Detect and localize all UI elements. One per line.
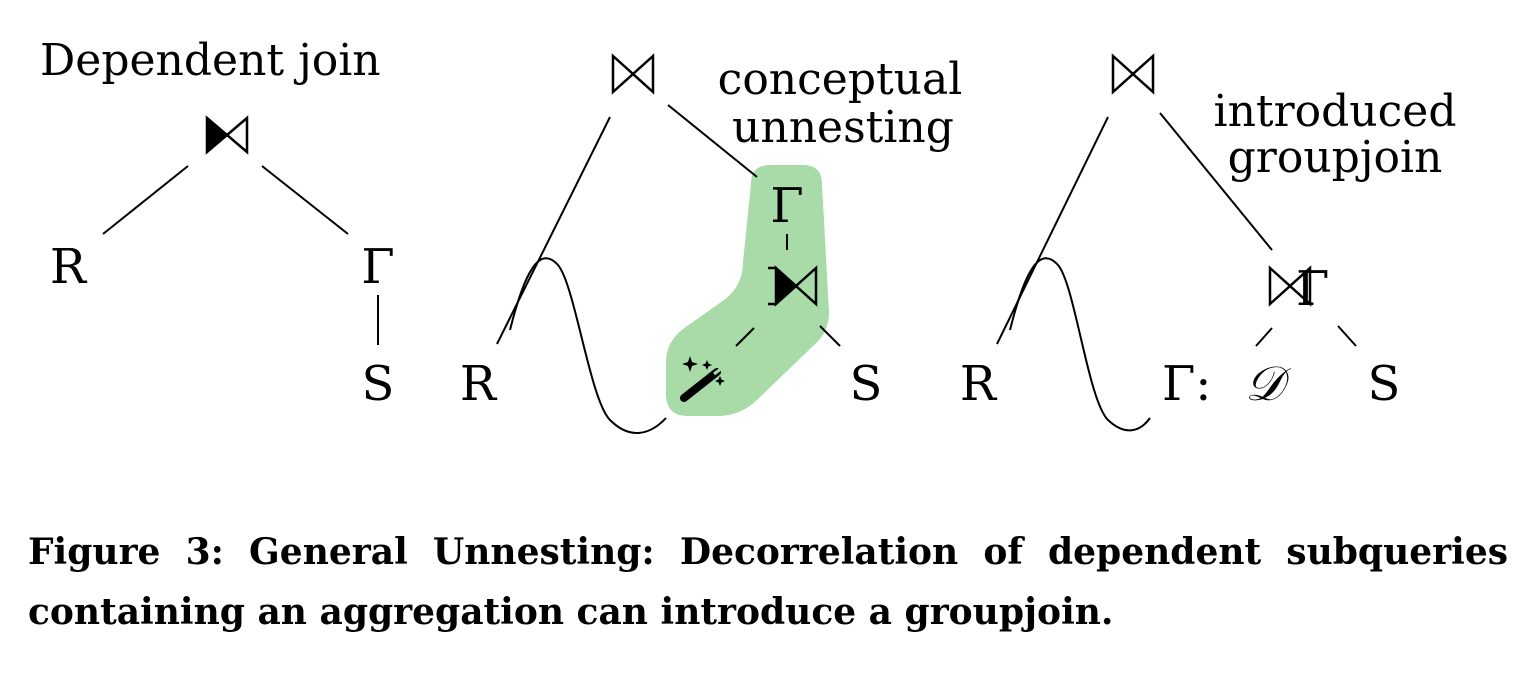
relation-r: R xyxy=(460,356,498,412)
edge xyxy=(996,116,1109,345)
relation-s: S xyxy=(850,356,883,412)
edge xyxy=(1159,112,1273,251)
edge xyxy=(819,325,841,347)
groupjoin-gamma: Γ xyxy=(1296,261,1329,317)
edge xyxy=(1255,327,1273,347)
correlation-curve xyxy=(1009,257,1151,432)
aggregation-gamma: Γ xyxy=(361,239,394,295)
aggregation-gamma: Γ xyxy=(770,178,803,234)
magic-wand-icon xyxy=(680,356,725,402)
panel-dependent-join: Dependent join R Γ S xyxy=(40,35,395,412)
edge xyxy=(1337,325,1357,347)
panel-introduced-groupjoin: Γ R Γ: 𝒟 S introduced groupjoin xyxy=(960,53,1457,432)
dependent-join-icon xyxy=(205,115,249,155)
groupjoin-icon: Γ xyxy=(1268,261,1329,317)
edge xyxy=(102,165,189,235)
aggregation-gamma-colon: Γ: xyxy=(1162,356,1211,412)
relation-s: S xyxy=(1368,356,1401,412)
edge xyxy=(496,116,611,345)
bowtie-icon xyxy=(1111,53,1155,95)
caption-label: Figure 3: xyxy=(28,531,224,573)
caption-text: General Unnesting: Decorrelation of depe… xyxy=(28,531,1508,633)
highlight-region xyxy=(666,165,829,416)
relation-s: S xyxy=(362,356,395,412)
dependent-join-icon xyxy=(768,265,818,307)
domain-d: 𝒟 xyxy=(1245,356,1292,412)
edge xyxy=(667,104,758,178)
figure-caption: Figure 3: General Unnesting: Decorrelati… xyxy=(28,522,1508,642)
correlation-curve xyxy=(509,257,667,434)
panel-conceptual-unnesting: Γ R S conceptual unnesting xyxy=(460,53,963,434)
panel-title: Dependent join xyxy=(40,35,381,86)
relation-r: R xyxy=(960,356,998,412)
unnesting-diagram: Dependent join R Γ S Γ xyxy=(40,35,1457,434)
edge xyxy=(735,327,755,347)
panel-title-line2: groupjoin xyxy=(1228,132,1443,183)
relation-r: R xyxy=(50,239,88,295)
edge xyxy=(261,165,349,235)
panel-title-line1: conceptual xyxy=(718,54,963,105)
bowtie-icon xyxy=(611,53,655,95)
panel-title-line2: unnesting xyxy=(732,102,954,153)
panel-title-line1: introduced xyxy=(1214,86,1457,137)
